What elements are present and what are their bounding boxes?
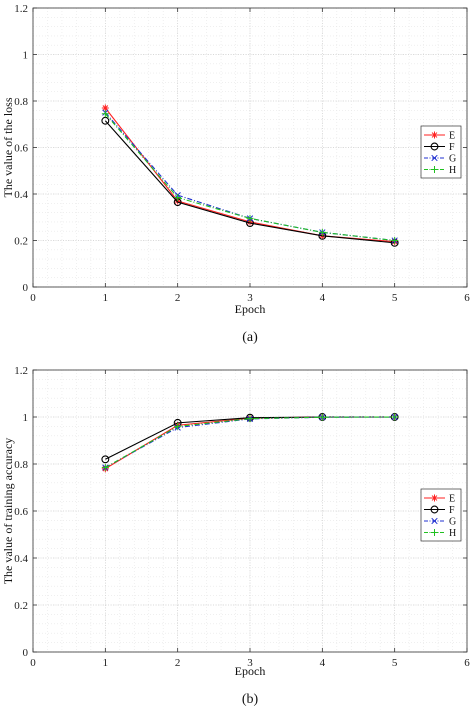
- x-tick-label: 1: [103, 657, 109, 669]
- x-tick-label: 5: [392, 292, 398, 304]
- data-point-h: [246, 415, 254, 423]
- y-tick-label: 1.2: [14, 3, 28, 15]
- x-tick-label: 0: [30, 657, 36, 669]
- legend-label-e: E: [449, 131, 455, 142]
- chart-panel-a: 0 1 2 3 4 5 6 0 0.2 0.4 0.6 0.8 1 1.2 Epoch The value o…: [1, 3, 470, 345]
- x-axis-title: Epoch: [235, 302, 266, 316]
- y-tick-label: 0.2: [14, 236, 28, 248]
- panel-label: (b): [242, 692, 259, 707]
- series-h: [101, 110, 399, 244]
- x-tick-label: 6: [464, 657, 470, 669]
- data-point-h: [174, 193, 182, 201]
- x-tick-label: 2: [175, 657, 181, 669]
- legend-label-g: G: [449, 154, 456, 165]
- legend-label-f: F: [449, 505, 455, 516]
- y-tick-label: 0.8: [14, 96, 28, 108]
- data-point-h: [318, 228, 326, 236]
- x-tick-label: 4: [320, 657, 326, 669]
- x-tick-label: 3: [247, 292, 253, 304]
- chart-panel-b: 0 1 2 3 4 5 6 0 0.2 0.4 0.6 0.8 1 1.2 Epoch The value o…: [1, 365, 470, 707]
- x-tick-label: 4: [320, 292, 326, 304]
- data-point-f: [101, 455, 110, 464]
- panel-label: (a): [242, 330, 258, 345]
- x-tick-label: 3: [247, 657, 253, 669]
- data-point-h: [101, 110, 109, 118]
- data-point-h: [101, 464, 109, 472]
- y-tick-label: 1: [23, 412, 29, 424]
- legend-marker-f: [430, 505, 439, 514]
- x-tick-label: 5: [392, 657, 398, 669]
- y-tick-label: 0.4: [14, 189, 28, 201]
- data-point-e: [101, 104, 109, 112]
- series-h: [101, 413, 399, 472]
- y-tick-label: 1.2: [14, 365, 28, 377]
- legend-label-e: E: [449, 494, 455, 505]
- legend-marker-e: [431, 131, 438, 139]
- legend-marker-g: [431, 517, 438, 525]
- legend-label-f: F: [449, 142, 455, 153]
- y-tick-label: 0.2: [14, 600, 28, 612]
- data-point-h: [246, 214, 254, 222]
- series-line-h: [105, 416, 395, 469]
- series-f: [101, 116, 399, 247]
- data-point-h: [391, 237, 399, 244]
- x-axis-title: Epoch: [235, 664, 266, 678]
- x-tick-label: 2: [175, 292, 181, 304]
- y-tick-label: 0: [23, 647, 29, 659]
- x-tick-label: 1: [103, 292, 109, 304]
- legend-marker-h: [431, 166, 438, 173]
- y-tick-label: 0.4: [14, 553, 28, 565]
- data-point-h: [391, 413, 399, 421]
- legend-marker-h: [431, 529, 438, 536]
- series-line-h: [104, 113, 395, 242]
- legend-label-g: G: [449, 517, 456, 528]
- y-axis-title: The value of the loss: [1, 97, 15, 197]
- legend-label-h: H: [449, 528, 456, 539]
- y-tick-label: 0: [23, 282, 29, 294]
- y-tick-label: 1: [23, 50, 29, 62]
- data-point-h: [174, 422, 182, 430]
- x-tick-label: 6: [464, 292, 470, 304]
- y-axis-title: The value of training accuracy: [1, 438, 15, 585]
- y-tick-label: 0.8: [14, 459, 28, 471]
- x-tick-label: 0: [30, 292, 36, 304]
- series-line-f: [104, 120, 395, 244]
- legend-label-h: H: [449, 165, 456, 176]
- legend-marker-g: [431, 154, 438, 162]
- legend-marker-e: [431, 494, 438, 502]
- legend-marker-f: [430, 142, 439, 151]
- data-point-h: [318, 413, 326, 421]
- y-tick-label: 0.6: [14, 506, 28, 518]
- data-point-f: [101, 116, 110, 125]
- y-tick-label: 0.6: [14, 143, 28, 155]
